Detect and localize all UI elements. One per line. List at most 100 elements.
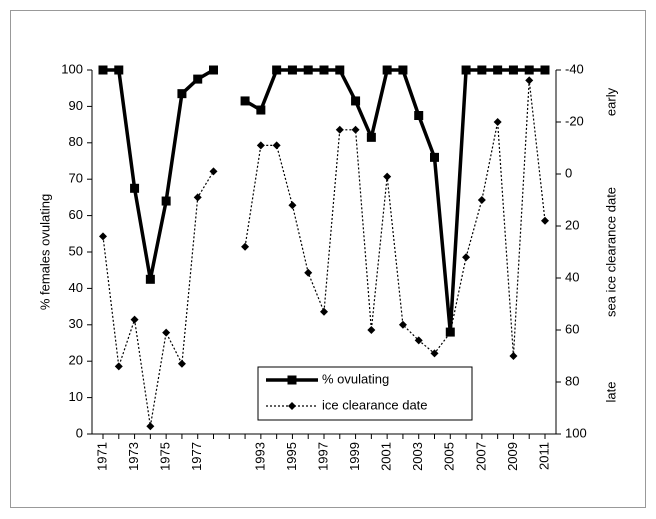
y2-tick-label: 60: [565, 321, 579, 336]
x-tick-label: 1993: [252, 442, 267, 471]
y2-tick-label: 80: [565, 373, 579, 388]
data-point: [335, 125, 344, 134]
data-point: [525, 76, 534, 85]
data-point: [430, 152, 439, 162]
data-point: [462, 253, 471, 262]
x-tick-label: 1973: [126, 442, 141, 471]
x-tick-label: 1977: [189, 442, 204, 471]
x-tick-label: 2009: [505, 442, 520, 471]
y2-tick-label: 0: [565, 165, 572, 180]
data-point: [524, 65, 534, 75]
y-tick-label: 20: [69, 353, 83, 368]
data-point: [256, 141, 265, 150]
data-point: [145, 274, 155, 284]
data-point: [99, 232, 107, 241]
y-axis-label: % females ovulating: [37, 194, 52, 310]
y2-tick-label: 100: [565, 425, 587, 440]
y2-annotation: late: [603, 382, 618, 403]
data-point: [540, 65, 550, 75]
y2-annotation: early: [603, 87, 618, 116]
legend: % ovulating ice clearance date: [257, 366, 473, 421]
data-point: [114, 65, 124, 75]
data-point: [177, 89, 187, 99]
chart-border: [10, 10, 646, 508]
x-tick-label: 2007: [473, 442, 488, 471]
data-point: [508, 65, 518, 75]
data-point: [240, 96, 250, 106]
data-point: [241, 242, 250, 251]
y-tick-label: 30: [69, 316, 83, 331]
y-tick-label: 50: [69, 243, 83, 258]
data-point: [209, 167, 218, 176]
data-point: [304, 268, 313, 277]
data-point: [383, 172, 392, 181]
y2-tick-label: -40: [565, 61, 584, 76]
y2-tick-label: -20: [565, 113, 584, 128]
x-tick-label: 1995: [284, 442, 299, 471]
y-tick-label: 100: [61, 61, 83, 76]
legend-label: % ovulating: [322, 371, 389, 386]
data-point: [98, 65, 108, 75]
y2-tick-label: 40: [565, 269, 579, 284]
y2-axis-label: sea ice clearance date: [603, 187, 618, 317]
data-point: [256, 105, 266, 115]
data-point: [209, 65, 218, 75]
data-point: [509, 352, 518, 360]
y-tick-label: 70: [69, 171, 83, 186]
data-point: [541, 216, 549, 225]
x-tick-label: 2003: [410, 442, 425, 471]
series-line: [102, 79, 546, 427]
data-point: [398, 65, 408, 75]
data-point: [446, 328, 455, 337]
data-point: [351, 125, 360, 134]
data-point: [477, 196, 486, 204]
y-tick-label: 40: [69, 280, 83, 295]
y-tick-label: 90: [69, 98, 83, 113]
y-tick-label: 10: [69, 389, 83, 404]
data-point: [287, 65, 297, 75]
data-point: [161, 196, 171, 206]
x-tick-label: 1975: [158, 442, 173, 471]
y2-tick-label: 20: [565, 217, 579, 232]
legend-marker: [287, 375, 297, 385]
data-point: [130, 183, 140, 193]
data-point: [430, 349, 439, 358]
x-tick-label: 1999: [347, 442, 362, 471]
legend-marker: [288, 402, 296, 410]
data-point: [493, 118, 502, 126]
data-point: [162, 328, 171, 337]
data-point: [320, 307, 328, 316]
x-tick-label: 2005: [442, 442, 457, 471]
x-tick-label: 2011: [536, 442, 551, 470]
data-point: [130, 315, 139, 324]
data-point: [367, 326, 376, 334]
data-point: [414, 336, 423, 345]
data-point: [193, 193, 202, 202]
data-point: [272, 65, 282, 75]
data-point: [477, 65, 487, 75]
data-point: [366, 132, 376, 142]
data-point: [319, 65, 329, 75]
data-point: [272, 141, 281, 150]
y-tick-label: 0: [76, 425, 83, 440]
data-point: [398, 320, 407, 329]
data-point: [351, 96, 361, 106]
data-point: [461, 65, 471, 75]
data-point: [382, 65, 392, 75]
data-point: [335, 65, 345, 75]
y-tick-label: 60: [69, 207, 83, 222]
data-point: [177, 359, 186, 368]
x-tick-label: 2001: [379, 442, 394, 471]
data-point: [414, 111, 424, 120]
data-point: [303, 65, 313, 75]
x-tick-label: 1971: [94, 442, 109, 471]
data-point: [493, 65, 503, 75]
legend-label: ice clearance date: [322, 397, 428, 412]
y-tick-label: 80: [69, 134, 83, 149]
data-point: [193, 74, 203, 84]
data-point: [114, 362, 123, 371]
data-point: [288, 201, 297, 210]
data-point: [146, 422, 155, 431]
x-tick-label: 1997: [315, 442, 330, 471]
